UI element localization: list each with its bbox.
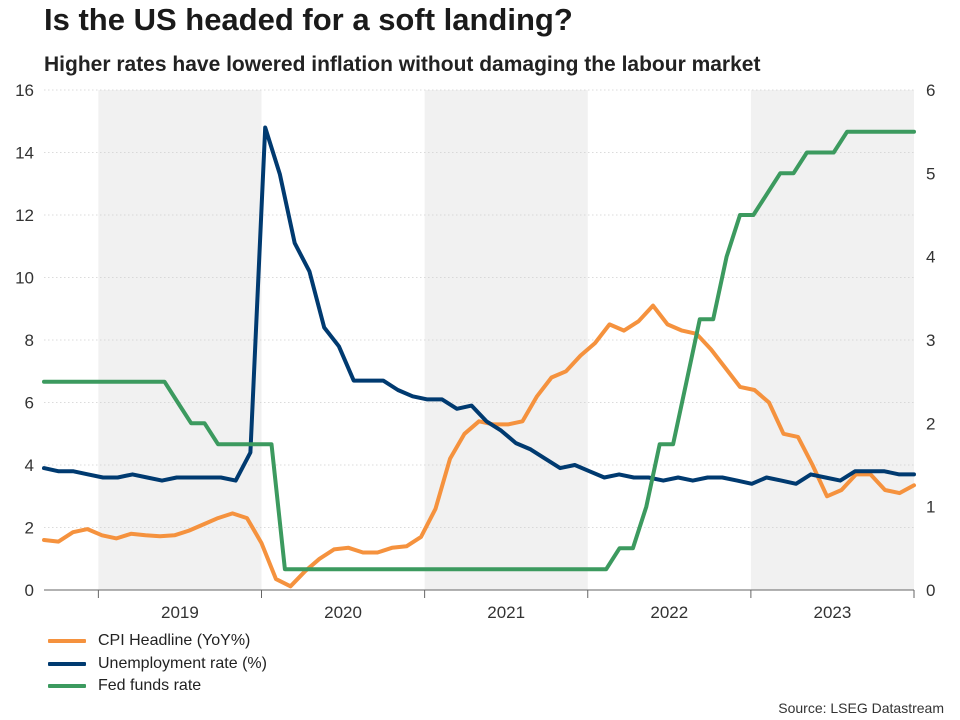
legend-swatch-unemployment	[48, 661, 86, 666]
x-axis: 2019 2020 2021 2022 2023	[44, 589, 915, 622]
x-tick-label-2020: 2020	[324, 603, 362, 622]
series-lines	[42, 125, 916, 589]
x-tick-label-2023: 2023	[814, 603, 852, 622]
left-axis-ticks: 0 2 4 6 8 10 12 14 16	[15, 81, 34, 600]
left-tick-label: 2	[25, 519, 34, 538]
chart-title: Is the US headed for a soft landing?	[44, 2, 573, 37]
x-tick-label-2021: 2021	[487, 603, 525, 622]
right-tick-label: 2	[926, 414, 935, 433]
chart-subtitle: Higher rates have lowered inflation with…	[44, 53, 761, 76]
left-tick-label: 12	[15, 206, 34, 225]
right-tick-label: 0	[926, 581, 935, 600]
cpi-headline-line	[42, 303, 916, 589]
fed-funds-rate-line	[42, 129, 916, 572]
legend-label-cpi: CPI Headline (YoY%)	[98, 632, 251, 650]
left-tick-label: 10	[15, 269, 34, 288]
source-note: Source: LSEG Datastream	[778, 700, 944, 716]
legend-label-fed-funds: Fed funds rate	[98, 677, 202, 695]
left-tick-label: 16	[15, 81, 34, 100]
left-tick-label: 14	[15, 144, 34, 163]
right-tick-label: 6	[926, 81, 935, 100]
legend: CPI Headline (YoY%) Unemployment rate (%…	[48, 630, 267, 698]
legend-label-unemployment: Unemployment rate (%)	[98, 654, 267, 672]
legend-item-fed-funds: Fed funds rate	[48, 675, 267, 698]
right-tick-label: 1	[926, 498, 935, 517]
left-tick-label: 0	[25, 581, 34, 600]
right-axis-ticks: 0 1 2 3 4 5 6	[926, 81, 935, 600]
x-tick-label-2022: 2022	[650, 603, 688, 622]
legend-item-cpi: CPI Headline (YoY%)	[48, 630, 267, 653]
left-tick-label: 6	[25, 394, 34, 413]
right-tick-label: 3	[926, 331, 935, 350]
year-band-2019	[98, 90, 262, 590]
legend-swatch-cpi	[48, 639, 86, 644]
right-tick-label: 4	[926, 248, 935, 267]
legend-item-unemployment: Unemployment rate (%)	[48, 653, 267, 676]
legend-swatch-fed-funds	[48, 684, 86, 689]
right-tick-label: 5	[926, 164, 935, 183]
left-tick-label: 8	[25, 331, 34, 350]
unemployment-rate-line	[42, 125, 916, 486]
left-tick-label: 4	[25, 456, 34, 475]
x-tick-label-2019: 2019	[161, 603, 199, 622]
